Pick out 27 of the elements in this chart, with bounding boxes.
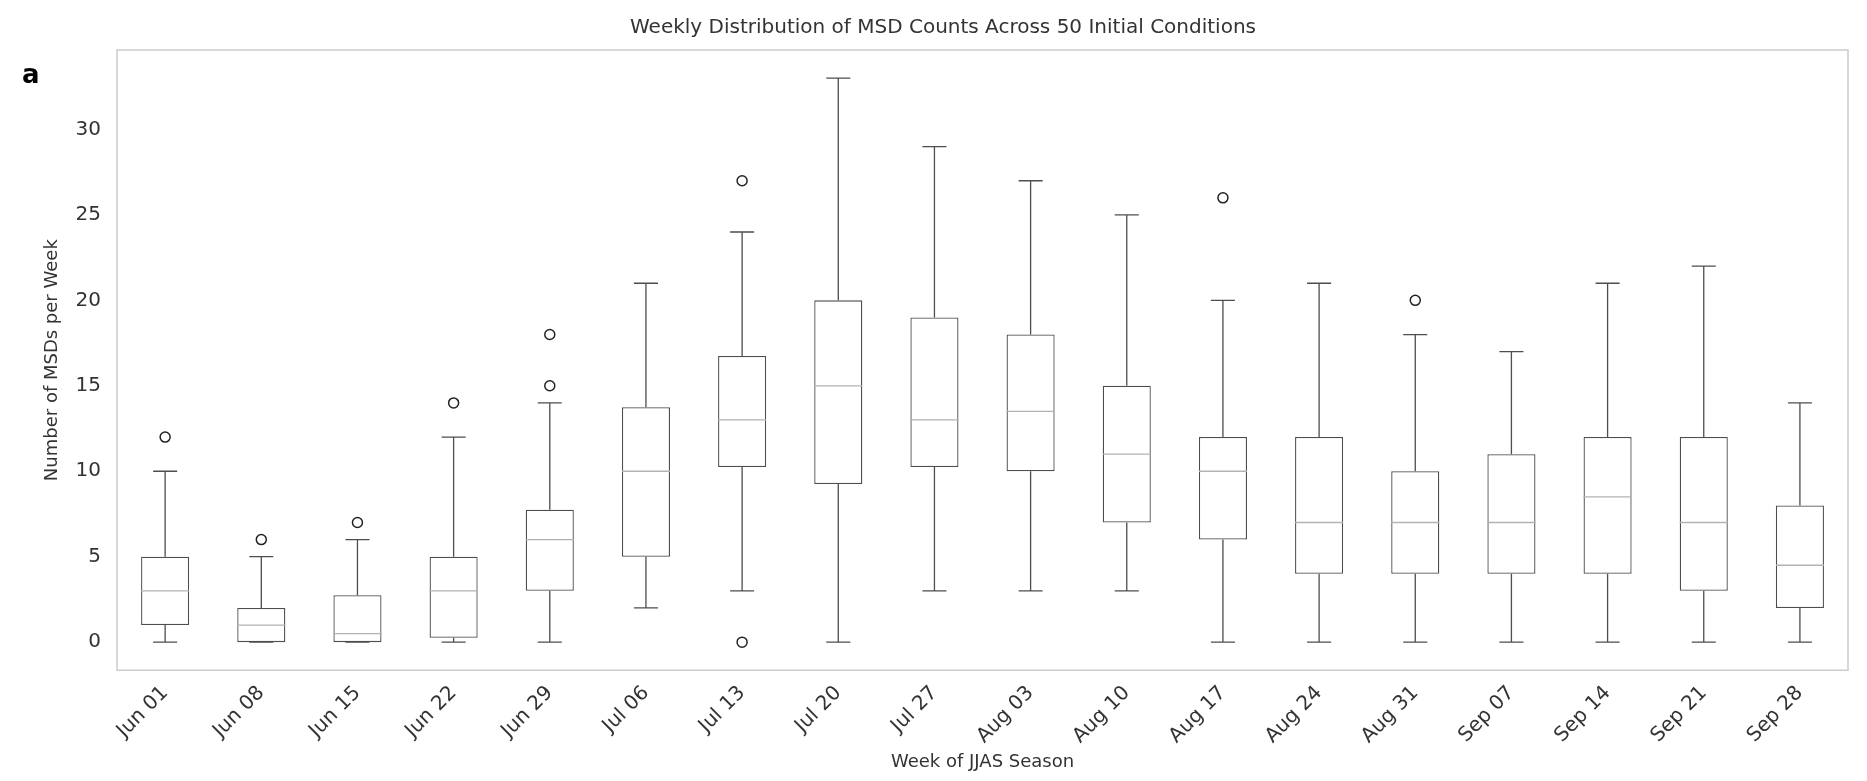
- x-tick-label: Aug 31: [1355, 680, 1423, 748]
- text: a: [22, 58, 40, 89]
- x-tick-label: Aug 24: [1259, 680, 1327, 748]
- y-tick-label: 30: [75, 115, 102, 140]
- x-tick-label: Sep 21: [1644, 680, 1711, 747]
- x-tick-label: Sep 14: [1548, 680, 1615, 747]
- x-tick-label: Jul 13: [691, 680, 750, 738]
- x-tick-label: Sep 07: [1452, 680, 1519, 747]
- y-axis-title: Number of MSDs per Week: [40, 238, 62, 482]
- y-tick-label: 15: [75, 372, 102, 396]
- x-axis-title: Week of JJAS Season: [890, 749, 1075, 771]
- x-tick-label: Jul 06: [595, 680, 654, 738]
- x-tick-label: Sep 28: [1741, 680, 1808, 747]
- y-tick-label: 0: [88, 628, 102, 653]
- x-tick-label: Jun 22: [397, 680, 461, 744]
- x-tick-label: Jun 01: [109, 680, 173, 744]
- y-tick-label: 20: [75, 286, 102, 311]
- x-tick-label: Jul 20: [787, 680, 846, 738]
- x-tick-label: Jun 29: [494, 680, 557, 744]
- y-tick-label: 10: [75, 457, 102, 482]
- x-tick-label: Jul 27: [883, 680, 942, 738]
- y-tick-label: 5: [88, 542, 102, 567]
- y-tick-label: 25: [75, 201, 102, 226]
- x-tick-label: Jun 08: [205, 680, 269, 744]
- chart-title: Weekly Distribution of MSD Counts Across 50 Initial Conditions: [629, 14, 1257, 39]
- x-tick-label: Jun 15: [301, 680, 365, 744]
- x-tick-label: Aug 10: [1066, 680, 1134, 748]
